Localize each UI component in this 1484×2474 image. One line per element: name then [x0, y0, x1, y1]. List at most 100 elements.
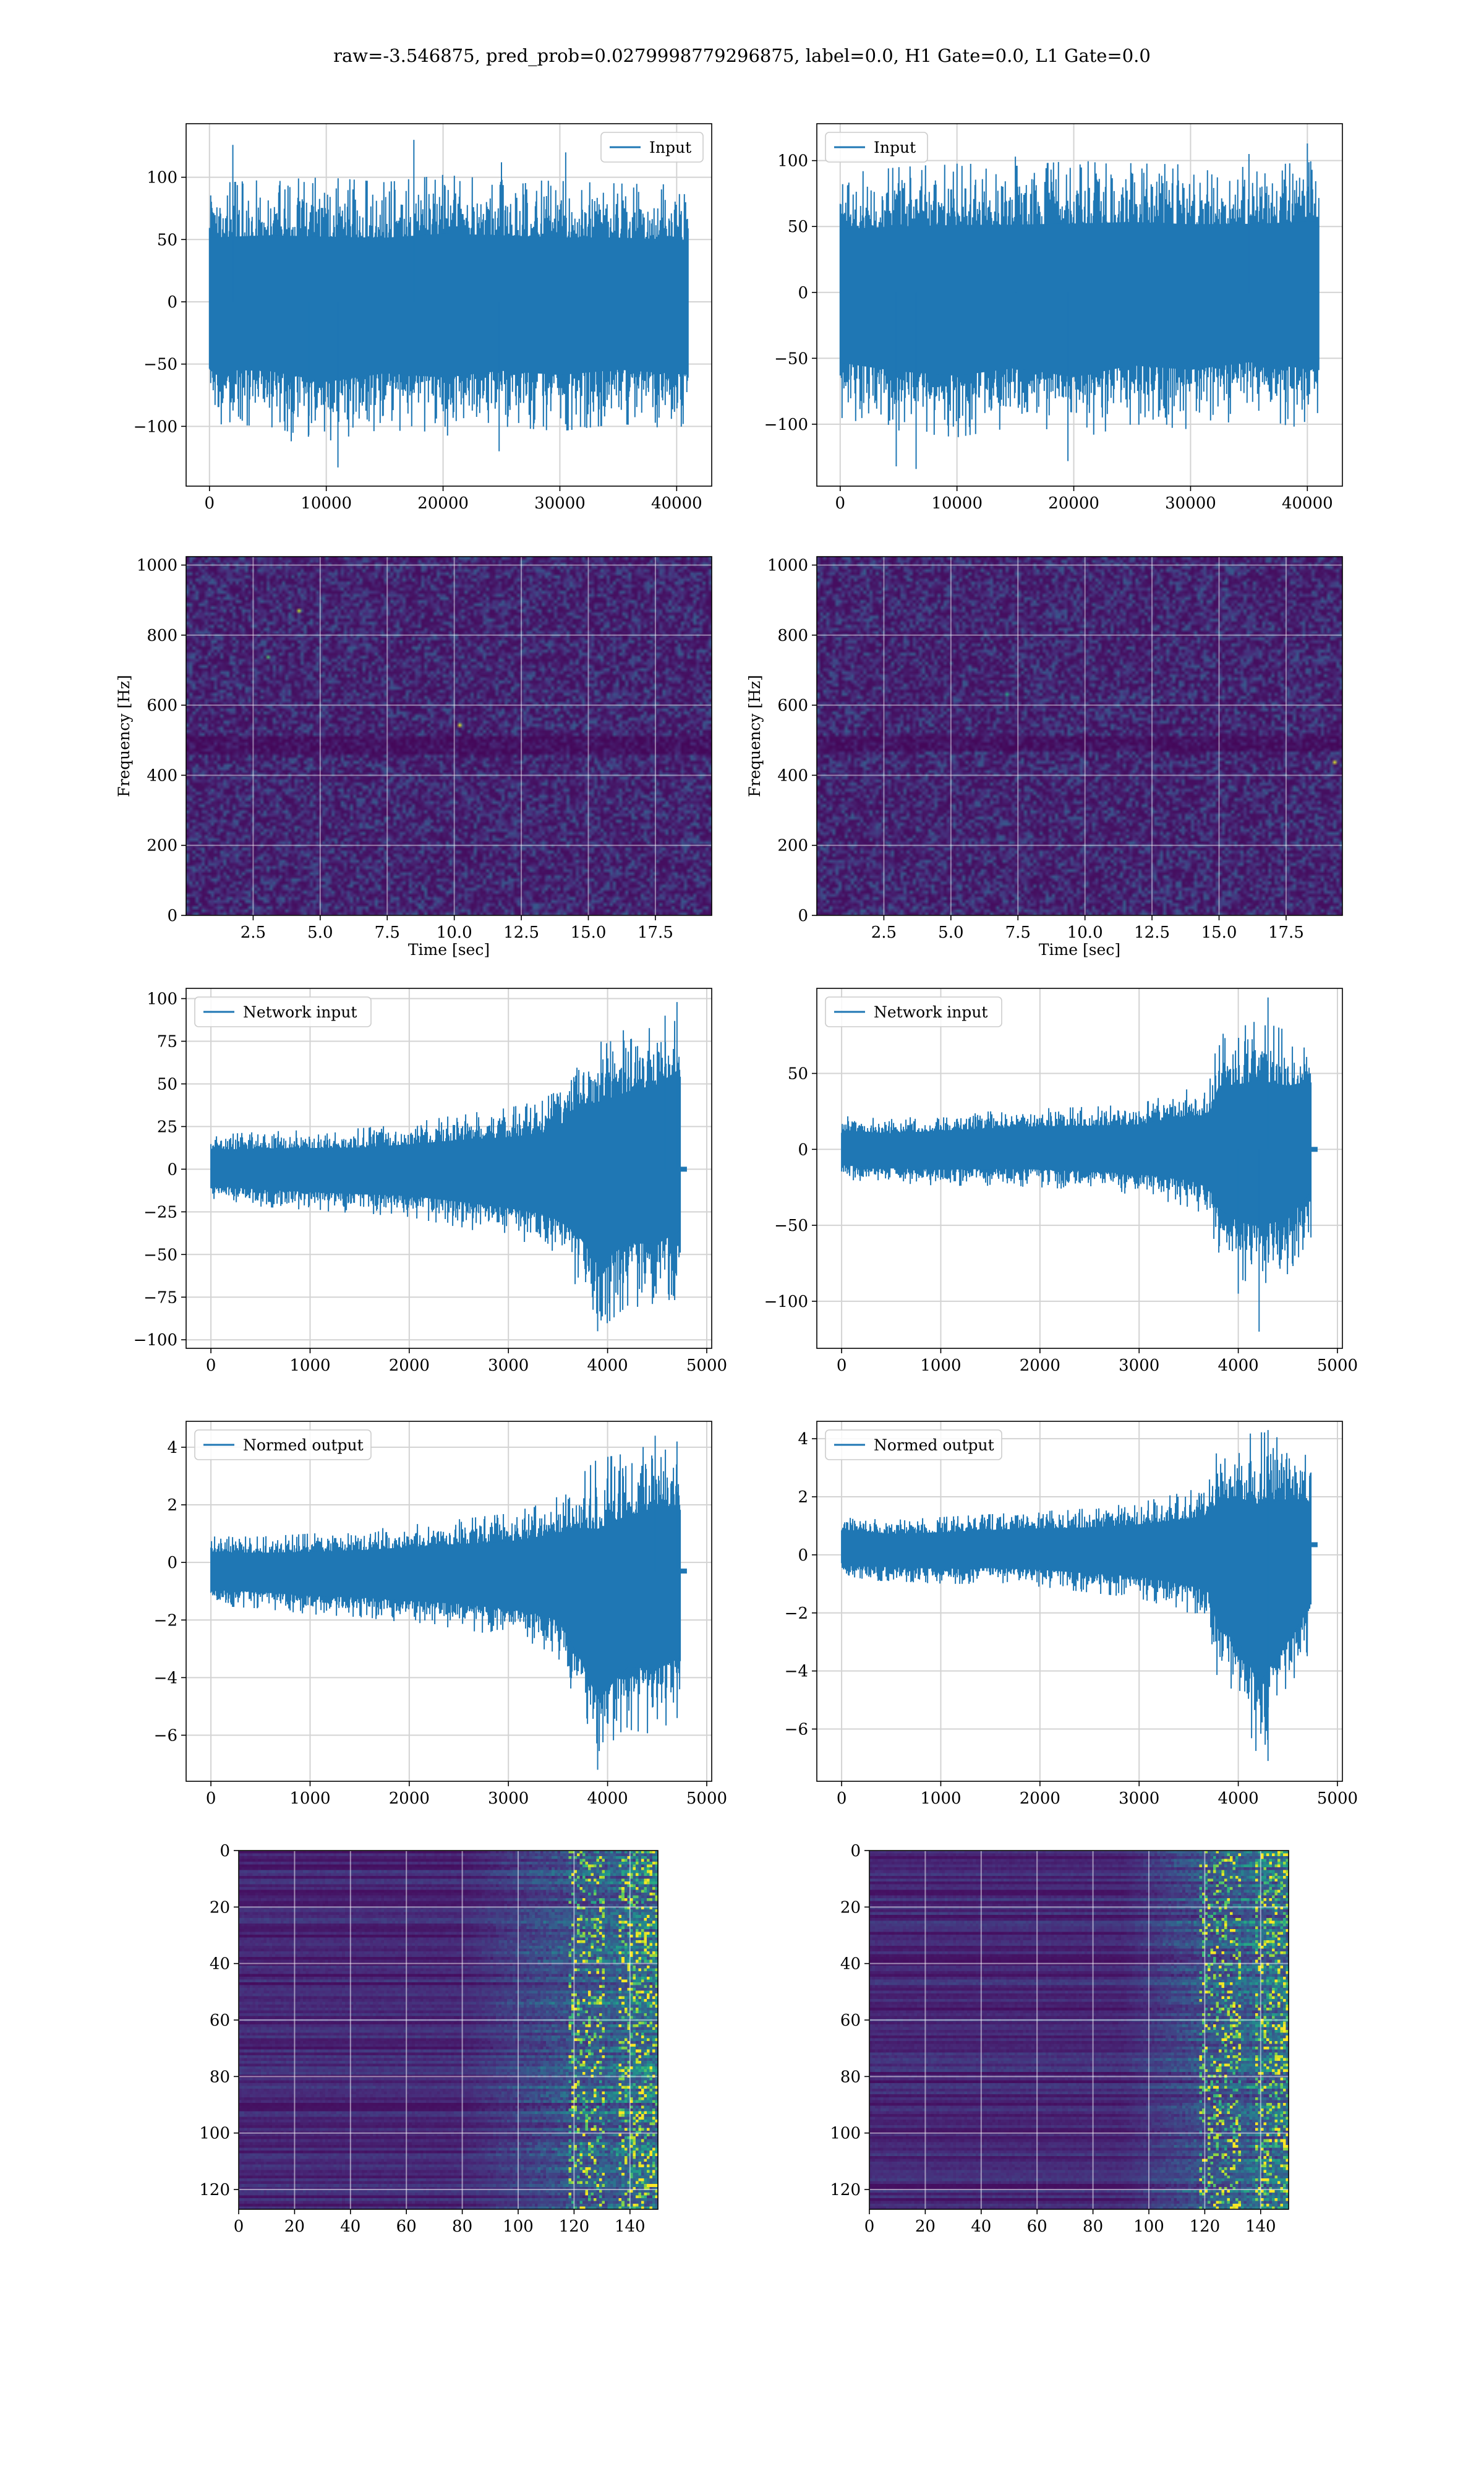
axes-frame	[816, 1421, 1343, 1782]
x-tick-label: 30000	[534, 494, 586, 513]
x-tick-label: 3000	[1119, 1789, 1159, 1808]
legend-label: Network input	[243, 1003, 357, 1021]
spectrogram-image	[817, 557, 1342, 915]
legend-box	[194, 1429, 372, 1460]
y-tick-label: 0	[798, 1546, 808, 1565]
y-tick-label: −50	[143, 356, 177, 374]
y-tick-label: −50	[143, 1246, 177, 1264]
series-core-band	[842, 1080, 1311, 1226]
y-tick-label: 0	[167, 907, 177, 925]
y-tick-label: 80	[840, 2068, 861, 2086]
x-tick-label: 12.5	[503, 923, 539, 942]
h1-input-axes: 0 10000 20000 30000 40000 −100 −50 0 50 100 Input	[134, 123, 712, 513]
axes-frame	[186, 988, 712, 1349]
y-tick-label: 4	[167, 1439, 177, 1457]
x-tick-label: 20	[915, 2217, 936, 2236]
y-tick-label: 60	[210, 2011, 230, 2030]
x-tick-label: 40000	[1282, 494, 1333, 513]
x-tick-label: 3000	[488, 1356, 529, 1375]
x-tick-label: 10.0	[1067, 923, 1103, 942]
x-tick-label: 2000	[1020, 1789, 1060, 1808]
y-tick-label: 0	[798, 1141, 808, 1159]
y-tick-label: 20	[210, 1898, 230, 1917]
y-tick-label: 25	[157, 1118, 177, 1136]
y-tick-label: 40	[210, 1955, 230, 1974]
y-tick-label: −2	[785, 1604, 808, 1623]
y-axis-label: Frequency [Hz]	[115, 675, 133, 797]
y-tick-label: 600	[147, 696, 177, 715]
y-axis-label: Frequency [Hz]	[746, 675, 764, 797]
x-tick-label: 5.0	[307, 923, 333, 942]
x-tick-label: 0	[234, 2217, 244, 2236]
x-tick-label: 0	[835, 494, 846, 513]
axes-frame	[186, 1421, 712, 1782]
x-tick-label: 1000	[289, 1356, 330, 1375]
x-tick-label: 4000	[587, 1789, 628, 1808]
legend-label: Normed output	[243, 1436, 364, 1454]
x-tick-label: 20000	[1048, 494, 1099, 513]
l1-network-input-axes: 0 1000 2000 3000 4000 5000 −100 −50 0 50 Network i…	[764, 988, 1358, 1375]
y-tick-label: 0	[798, 284, 808, 302]
h1-normed-output-axes: 0 1000 2000 3000 4000 5000 −6 −4 −2 0 2 4 Normed out…	[154, 1421, 727, 1808]
series-core-band	[211, 1504, 680, 1700]
h1-spectrogram-axes: 2.5 5.0 7.5 10.0 12.5 15.0 17.5 0 200 400 600 800 10…	[115, 556, 712, 959]
x-axis-label: Time [sec]	[408, 941, 490, 959]
x-tick-label: 40	[340, 2217, 360, 2236]
y-tick-label: 120	[830, 2181, 861, 2199]
x-tick-label: 0	[837, 1356, 847, 1375]
x-tick-label: 0	[206, 1356, 216, 1375]
y-tick-label: 100	[777, 152, 808, 171]
legend-label: Normed output	[874, 1436, 994, 1454]
y-tick-label: 100	[830, 2125, 861, 2143]
y-tick-label: 800	[777, 627, 808, 645]
y-tick-label: −100	[134, 1331, 177, 1350]
x-tick-label: 20000	[417, 494, 469, 513]
x-tick-label: 120	[559, 2217, 590, 2236]
x-tick-label: 140	[615, 2217, 646, 2236]
x-tick-label: 15.0	[571, 923, 607, 942]
x-tick-label: 100	[503, 2217, 534, 2236]
legend: Network input	[194, 996, 372, 1027]
y-tick-label: −100	[764, 1293, 808, 1311]
y-tick-label: 400	[147, 766, 177, 785]
x-tick-label: 30000	[1165, 494, 1216, 513]
x-tick-label: 3000	[1119, 1356, 1159, 1375]
y-tick-label: 0	[167, 1160, 177, 1179]
y-tick-label: 50	[788, 1065, 808, 1084]
y-tick-label: 0	[798, 907, 808, 925]
x-tick-label: 4000	[587, 1356, 628, 1375]
h1-activation-axes: 0 20 40 60 80 100 120 140 0 20 40 60 80 100 120	[199, 1842, 659, 2236]
y-tick-label: −100	[764, 416, 808, 434]
y-tick-label: −4	[785, 1663, 808, 1681]
x-tick-label: 7.5	[375, 923, 400, 942]
x-tick-label: 20	[284, 2217, 305, 2236]
y-tick-label: −6	[154, 1727, 177, 1745]
legend: Network input	[825, 996, 1002, 1027]
x-tick-label: 4000	[1218, 1356, 1259, 1375]
x-tick-label: 60	[396, 2217, 417, 2236]
x-tick-label: 17.5	[1268, 923, 1304, 942]
axes-frame	[816, 988, 1343, 1349]
axes-frame	[186, 123, 712, 487]
y-tick-label: −50	[774, 1217, 808, 1235]
y-tick-label: 0	[220, 1842, 230, 1860]
x-tick-label: 2000	[1020, 1356, 1060, 1375]
figure-suptitle: raw=-3.546875, pred_prob=0.0279998779296…	[333, 45, 1151, 67]
axes-frame	[816, 123, 1343, 487]
x-tick-label: 2000	[389, 1789, 430, 1808]
y-tick-label: 200	[147, 837, 177, 855]
x-tick-label: 0	[205, 494, 215, 513]
y-tick-label: 50	[788, 218, 808, 236]
y-tick-label: −25	[143, 1203, 177, 1222]
legend: Normed output	[194, 1429, 372, 1460]
x-tick-label: 5000	[1317, 1789, 1358, 1808]
legend: Input	[600, 132, 704, 163]
x-tick-label: 5000	[686, 1356, 727, 1375]
x-tick-label: 10000	[931, 494, 983, 513]
x-tick-label: 10.0	[437, 923, 472, 942]
l1-normed-output-axes: 0 1000 2000 3000 4000 5000 −6 −4 −2 0 2 4 Normed out…	[785, 1421, 1358, 1808]
y-tick-label: 40	[840, 1955, 861, 1974]
x-tick-label: 5000	[686, 1789, 727, 1808]
legend-box	[600, 132, 704, 163]
